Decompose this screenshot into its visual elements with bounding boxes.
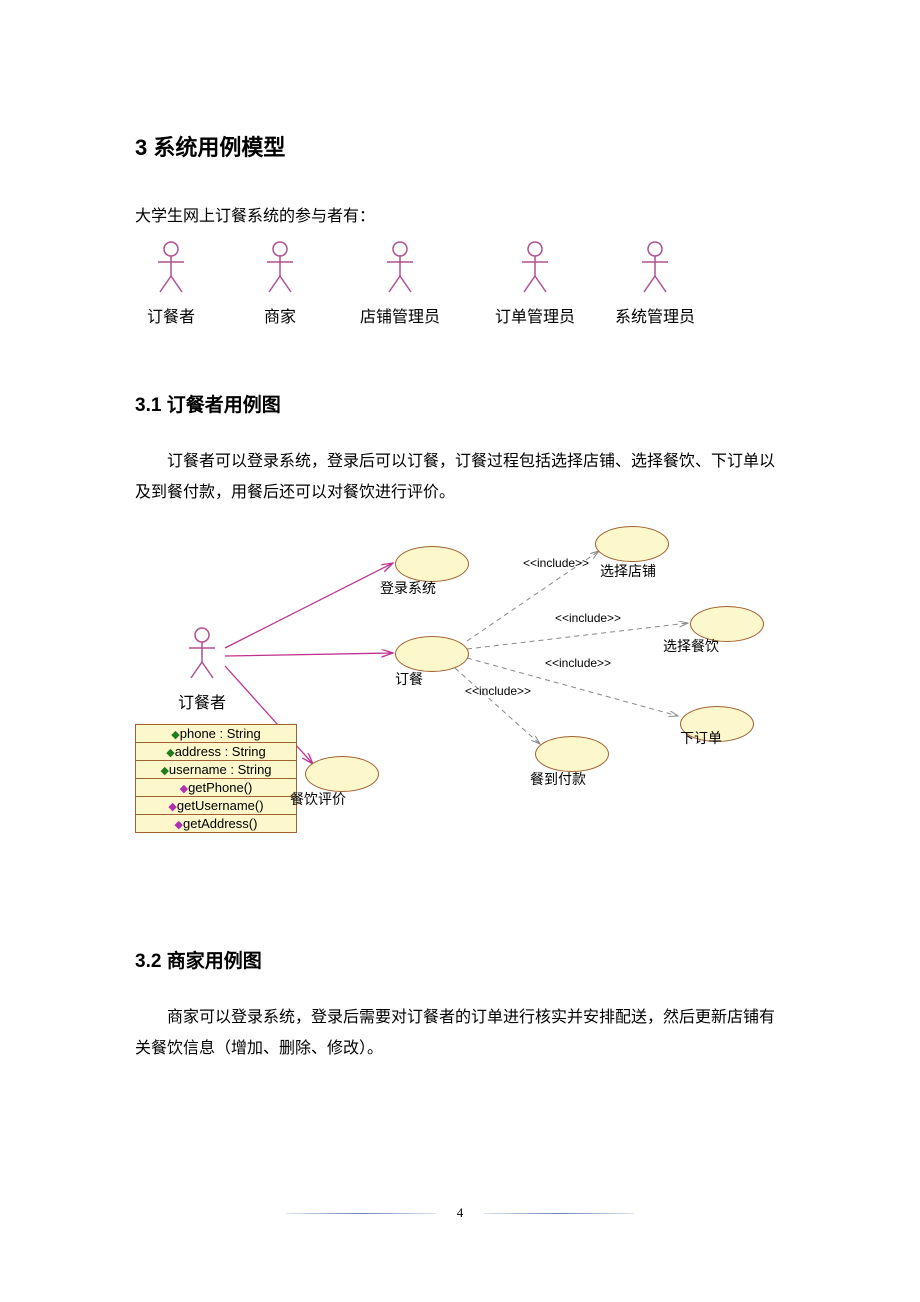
- heading-3-1: 3.1 订餐者用例图: [135, 390, 790, 417]
- heading-1: 3 系统用例模型: [135, 130, 790, 162]
- usecase-label-order: 订餐: [395, 669, 423, 689]
- usecase-diagram: 订餐者 ◆phone : String◆address : String◆user…: [135, 516, 795, 896]
- include-stereotype: <<include>>: [523, 556, 589, 570]
- actor-icon: [383, 240, 417, 294]
- usecase-label-review: 餐饮评价: [290, 789, 346, 809]
- actor: 订餐者: [147, 240, 195, 327]
- diagram-actor-label: 订餐者: [178, 689, 226, 713]
- class-operation: ◆getUsername(): [136, 797, 296, 815]
- intro-paragraph: 大学生网上订餐系统的参与者有：: [135, 202, 790, 232]
- actor-label: 订单管理员: [495, 303, 575, 327]
- actor-label: 商家: [263, 303, 297, 327]
- class-attribute: ◆phone : String: [136, 725, 296, 743]
- page-footer: 4: [0, 1204, 920, 1222]
- actor: 订单管理员: [495, 240, 575, 327]
- usecase-label-shop: 选择店铺: [600, 561, 656, 581]
- diagram-actor: 订餐者: [178, 626, 226, 713]
- include-stereotype: <<include>>: [555, 611, 621, 625]
- usecase-label-pay: 餐到付款: [530, 769, 586, 789]
- class-operation: ◆getAddress(): [136, 815, 296, 832]
- page-number: 4: [440, 1205, 480, 1221]
- usecase-pay: [535, 736, 609, 772]
- actor-classbox: ◆phone : String◆address : String◆usernam…: [135, 724, 297, 833]
- actors-row: 订餐者 商家 店铺管理员 订单管理员 系统管理员: [135, 240, 790, 340]
- usecase-label-place: 下订单: [680, 728, 722, 748]
- actor-icon: [518, 240, 552, 294]
- usecase-shop: [595, 526, 669, 562]
- usecase-label-login: 登录系统: [380, 578, 436, 598]
- include-stereotype: <<include>>: [545, 656, 611, 670]
- paragraph-3-1: 订餐者可以登录系统，登录后可以订餐，订餐过程包括选择店铺、选择餐饮、下订单以及到…: [135, 447, 790, 508]
- actor: 店铺管理员: [360, 240, 440, 327]
- actor-label: 店铺管理员: [360, 303, 440, 327]
- actor-icon: [638, 240, 672, 294]
- footer-rule-left: [286, 1213, 436, 1214]
- class-operation: ◆getPhone(): [136, 779, 296, 797]
- include-stereotype: <<include>>: [465, 684, 531, 698]
- usecase-login: [395, 546, 469, 582]
- actor-icon: [185, 626, 219, 680]
- class-attribute: ◆username : String: [136, 761, 296, 779]
- heading-3-2: 3.2 商家用例图: [135, 946, 790, 973]
- actor: 系统管理员: [615, 240, 695, 327]
- paragraph-3-2: 商家可以登录系统，登录后需要对订餐者的订单进行核实并安排配送，然后更新店铺有关餐…: [135, 1003, 790, 1064]
- usecase-label-food: 选择餐饮: [663, 636, 719, 656]
- actor-label: 订餐者: [147, 303, 195, 327]
- actor-icon: [263, 240, 297, 294]
- class-attribute: ◆address : String: [136, 743, 296, 761]
- footer-rule-right: [484, 1213, 634, 1214]
- actor-label: 系统管理员: [615, 303, 695, 327]
- actor-icon: [154, 240, 188, 294]
- actor: 商家: [263, 240, 297, 327]
- usecase-review: [305, 756, 379, 792]
- usecase-order: [395, 636, 469, 672]
